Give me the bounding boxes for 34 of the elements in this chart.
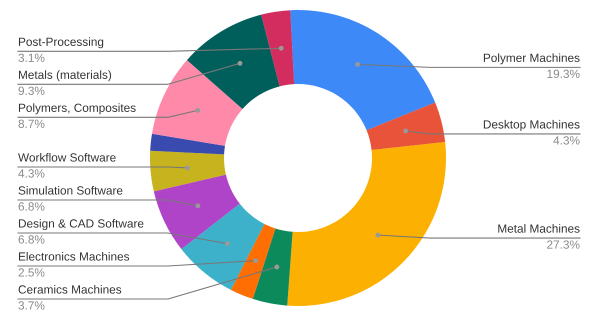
slice-label: Design & CAD Software <box>18 218 144 230</box>
slice-label: Polymers, Composites <box>18 103 136 114</box>
donut-slice <box>287 142 446 306</box>
donut-slice <box>261 10 294 86</box>
donut-slice <box>186 14 280 110</box>
donut-slice <box>252 228 293 306</box>
data-label: 19.3% <box>547 70 580 78</box>
slice-label: Metals (materials) <box>18 70 112 82</box>
data-label: 4.3% <box>18 169 44 178</box>
slice-label: Post-Processing <box>18 37 104 48</box>
data-label: 2.5% <box>18 268 44 277</box>
slice-label: Electronics Machines <box>18 252 130 261</box>
data-label: 3.7% <box>18 301 44 310</box>
slice-label: Polymer Machines <box>484 53 580 64</box>
donut-slice <box>366 102 446 150</box>
donut-slice <box>154 174 240 250</box>
slice-label: Ceramics Machines <box>18 284 122 294</box>
donut-slice <box>150 150 226 192</box>
data-label: 3.1% <box>18 54 44 62</box>
donut-slice <box>230 224 276 299</box>
donut-slice <box>181 204 264 290</box>
donut-slice <box>290 10 436 130</box>
slice-label: Workflow Software <box>18 152 116 162</box>
data-label: 9.3% <box>18 86 44 95</box>
data-label: 27.3% <box>547 240 580 249</box>
data-label: 4.3% <box>553 136 580 145</box>
donut-slice <box>152 60 242 146</box>
slice-label: Desktop Machines <box>484 120 580 131</box>
slice-label: Metal Machines <box>498 224 580 233</box>
data-label: 8.7% <box>18 120 44 128</box>
slice-label: Simulation Software <box>18 186 122 195</box>
donut-slice <box>150 134 225 154</box>
data-label: 6.8% <box>18 235 44 244</box>
data-label: 6.8% <box>18 202 44 211</box>
